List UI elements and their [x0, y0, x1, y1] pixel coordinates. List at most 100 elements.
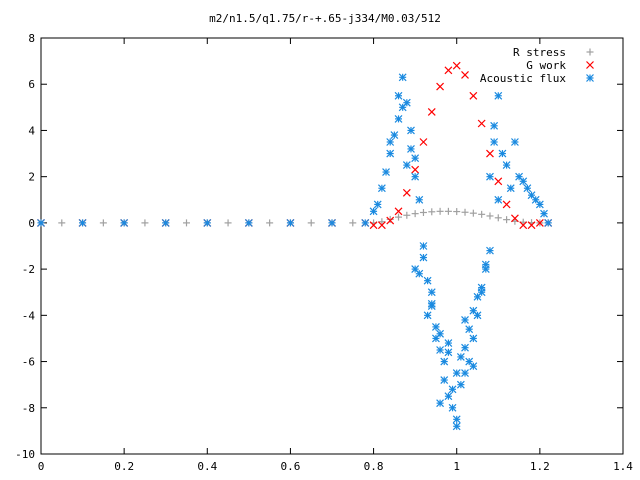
point-acoustic-flux [398, 73, 407, 82]
point-g-work [486, 149, 494, 158]
point-g-work [519, 221, 528, 230]
point-r-stress [183, 219, 190, 227]
point-acoustic-flux [423, 311, 432, 320]
point-acoustic-flux [440, 376, 449, 384]
point-acoustic-flux [419, 242, 428, 250]
legend-label-g-work: G work [526, 59, 566, 72]
point-acoustic-flux [510, 138, 519, 146]
point-acoustic-flux [452, 369, 461, 378]
point-g-work [527, 221, 536, 230]
point-g-work [402, 188, 411, 197]
point-r-stress [224, 219, 232, 227]
point-acoustic-flux [540, 209, 548, 218]
point-acoustic-flux [486, 172, 494, 181]
point-acoustic-flux [519, 177, 528, 186]
data-marks [37, 61, 553, 431]
point-acoustic-flux [494, 195, 503, 204]
point-r-stress [503, 216, 511, 224]
point-acoustic-flux [469, 362, 478, 371]
point-g-work [502, 200, 511, 209]
point-acoustic-flux [498, 149, 507, 158]
point-r-stress [453, 208, 461, 216]
point-acoustic-flux [286, 218, 295, 227]
point-g-work [419, 138, 428, 146]
point-acoustic-flux [473, 292, 482, 301]
point-r-stress [486, 212, 494, 220]
point-acoustic-flux [506, 184, 515, 193]
point-acoustic-flux [461, 343, 469, 352]
point-g-work [535, 218, 544, 227]
point-acoustic-flux [486, 246, 494, 255]
point-acoustic-flux [452, 422, 461, 431]
point-g-work [461, 71, 469, 79]
point-acoustic-flux [461, 316, 469, 324]
point-g-work [510, 214, 519, 223]
point-g-work [494, 177, 503, 186]
x-tick-label: 0.6 [280, 460, 300, 473]
point-acoustic-flux [465, 325, 474, 334]
point-acoustic-flux [461, 369, 469, 378]
plot-frame [40, 37, 624, 455]
legend-label-r-stress: R stress [513, 46, 566, 59]
point-acoustic-flux [411, 154, 420, 163]
point-r-stress [478, 210, 486, 218]
point-acoustic-flux [523, 184, 532, 193]
point-acoustic-flux [440, 357, 449, 366]
y-tick-label: -8 [22, 402, 35, 415]
x-tick-label: 1 [453, 460, 460, 473]
point-g-work [427, 108, 436, 116]
point-acoustic-flux [436, 399, 445, 408]
chart-title: m2/n1.5/q1.75/r-+.65-j334/M0.03/512 [209, 12, 441, 25]
point-r-stress [436, 207, 444, 215]
point-g-work [469, 91, 478, 100]
point-acoustic-flux [328, 218, 336, 227]
point-r-stress [461, 208, 469, 216]
point-acoustic-flux [419, 253, 428, 262]
point-g-work [477, 119, 486, 128]
point-acoustic-flux [448, 403, 457, 412]
point-acoustic-flux [477, 283, 486, 292]
point-acoustic-flux [436, 346, 445, 354]
point-acoustic-flux [448, 385, 457, 394]
point-acoustic-flux [502, 161, 511, 170]
point-r-stress [378, 218, 386, 226]
point-r-stress [266, 219, 274, 227]
x-tick-label: 0.4 [197, 460, 217, 473]
point-acoustic-flux [411, 172, 420, 181]
point-acoustic-flux [427, 288, 436, 297]
point-acoustic-flux [469, 306, 478, 315]
point-acoustic-flux [407, 126, 415, 135]
point-acoustic-flux [394, 91, 403, 100]
point-g-work [369, 221, 378, 230]
point-acoustic-flux [415, 269, 424, 278]
legend-marker-r-stress [586, 48, 594, 56]
legend-marker-g-work [586, 61, 594, 69]
point-g-work [386, 216, 395, 225]
x-tick-label: 0.2 [114, 460, 134, 473]
point-acoustic-flux [456, 380, 465, 389]
point-acoustic-flux [444, 392, 453, 401]
point-acoustic-flux [377, 184, 386, 193]
point-r-stress [444, 207, 452, 215]
point-g-work [411, 165, 420, 174]
y-tick-label: -4 [22, 309, 36, 322]
point-r-stress [349, 219, 357, 227]
legend-marker-acoustic-flux [586, 74, 594, 82]
point-r-stress [419, 208, 427, 216]
x-tick-label: 1.2 [530, 460, 550, 473]
point-acoustic-flux [161, 218, 170, 227]
point-acoustic-flux [432, 322, 440, 331]
point-acoustic-flux [361, 218, 370, 227]
point-g-work [436, 82, 445, 91]
point-acoustic-flux [444, 339, 453, 347]
point-acoustic-flux [78, 218, 87, 227]
point-acoustic-flux [490, 138, 499, 146]
point-acoustic-flux [390, 131, 399, 139]
point-acoustic-flux [203, 218, 212, 227]
point-acoustic-flux [402, 161, 411, 170]
y-tick-label: -10 [15, 448, 35, 461]
point-r-stress [411, 210, 419, 218]
point-acoustic-flux [452, 415, 461, 424]
point-acoustic-flux [37, 218, 45, 227]
